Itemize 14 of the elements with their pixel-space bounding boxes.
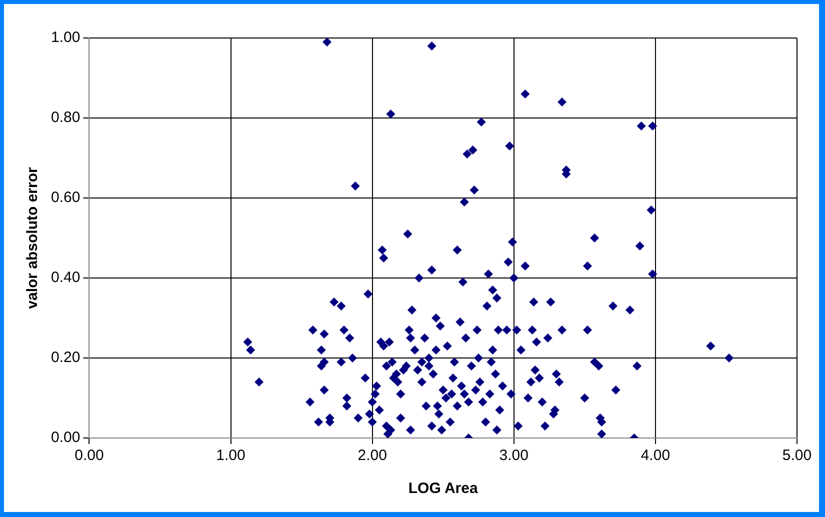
x-tick-label: 3.00 (499, 447, 528, 464)
y-axis-title: valor absoluto error (24, 166, 42, 309)
y-tick-label: 0.20 (50, 349, 80, 366)
y-tick-label: 0.60 (50, 189, 80, 206)
x-tick-label: 2.00 (358, 447, 387, 464)
x-axis-title: LOG Area (408, 480, 478, 498)
x-tick-label: 0.00 (74, 447, 104, 464)
y-tick-label: 0.80 (50, 109, 80, 126)
x-tick-label: 1.00 (216, 447, 246, 464)
x-tick-label: 4.00 (640, 447, 670, 464)
y-tick-label: 0.00 (50, 429, 80, 446)
y-tick-label: 1.00 (50, 29, 80, 46)
x-tick-label: 5.00 (782, 447, 812, 464)
y-tick-label: 0.40 (50, 269, 80, 286)
